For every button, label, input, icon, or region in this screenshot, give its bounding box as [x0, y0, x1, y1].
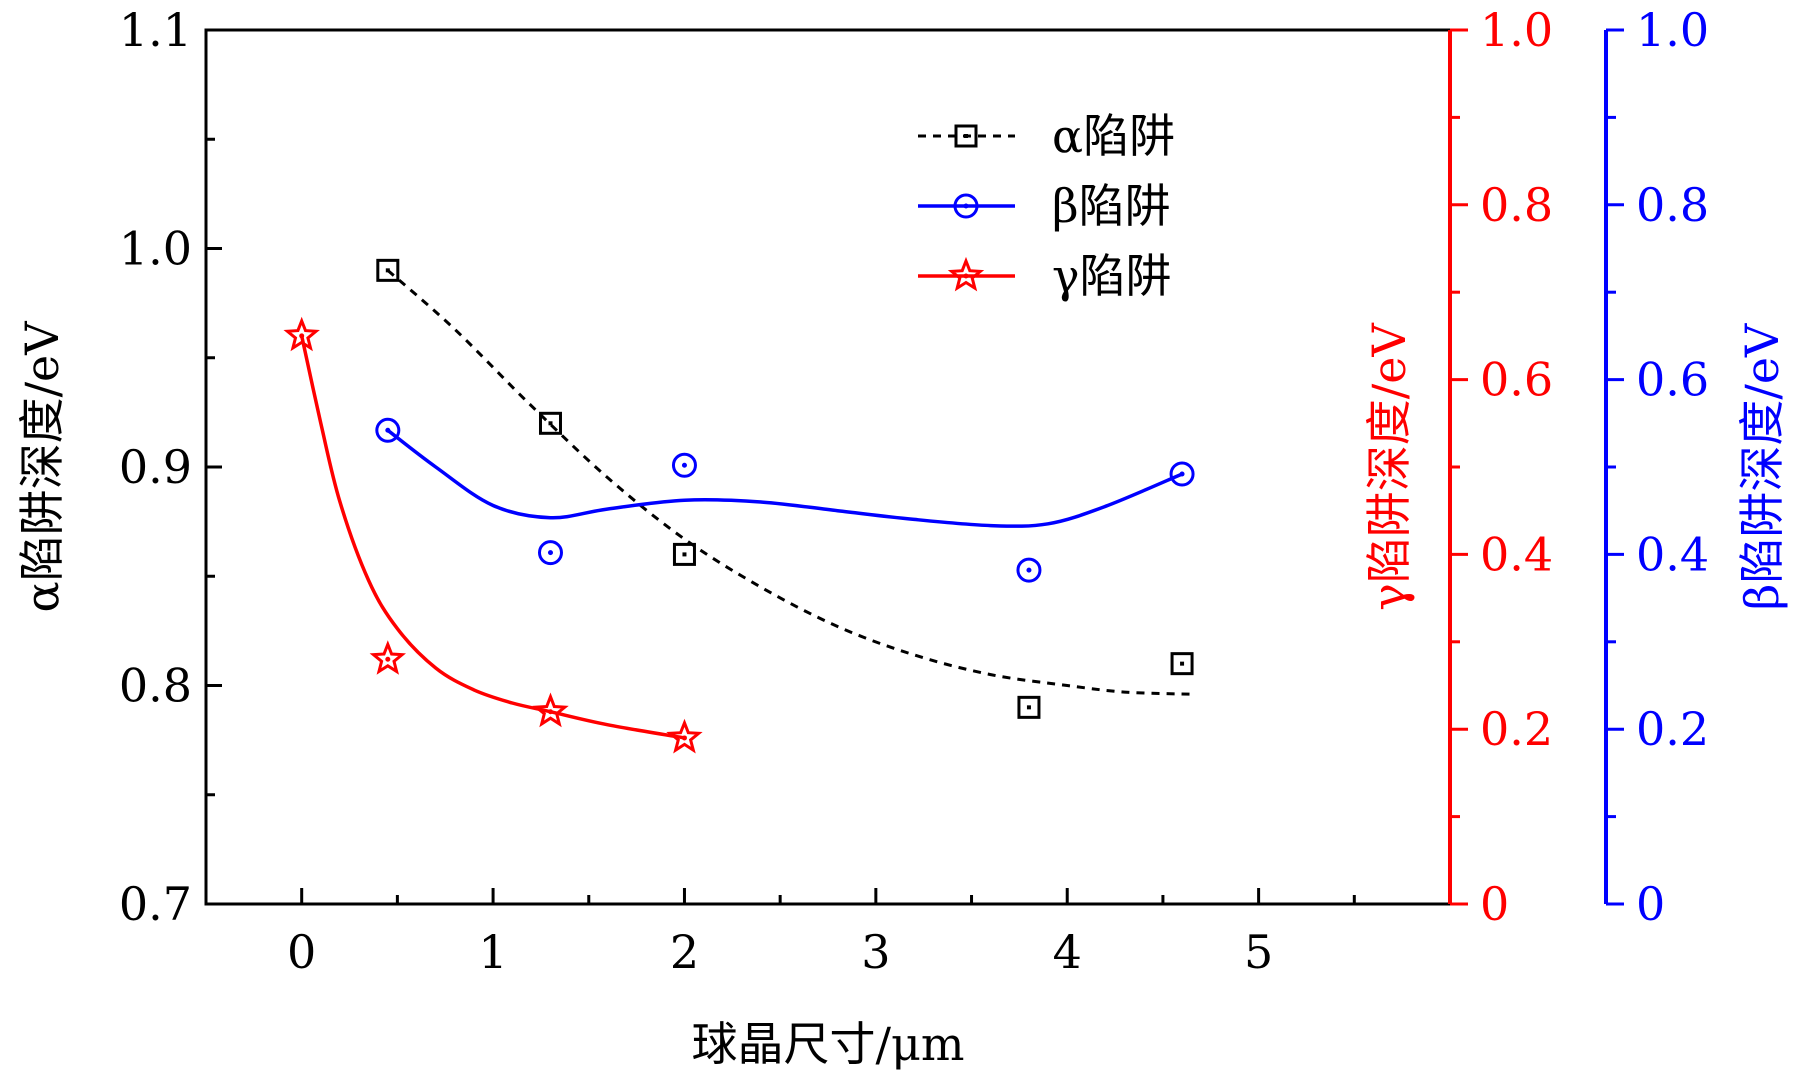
bottom-tick-label: 4 — [1053, 925, 1082, 979]
data-point-gamma-center — [547, 709, 553, 715]
right-tick-label: 1.0 — [1636, 3, 1709, 57]
bottom-tick-label: 2 — [670, 925, 699, 979]
right-tick-label: 0 — [1480, 877, 1509, 931]
legend-marker-gamma — [947, 256, 985, 292]
series-beta — [375, 417, 1195, 583]
right-tick-label: 0.8 — [1636, 178, 1709, 232]
data-point-alpha — [672, 542, 696, 566]
legend-label-beta: β陷阱 — [1052, 179, 1171, 233]
series-layer — [283, 258, 1195, 754]
legend: α陷阱 β陷阱 γ陷阱 — [918, 109, 1175, 303]
bottom-axis-ticks: 0 1 2 3 4 5 — [287, 888, 1356, 979]
bottom-tick-label: 0 — [287, 925, 316, 979]
blue-axis-title: β陷阱深度/eV — [1735, 323, 1789, 610]
data-point-alpha-center — [1026, 705, 1031, 710]
data-point-alpha — [538, 411, 562, 435]
legend-marker-beta-center — [963, 203, 969, 209]
data-point-beta-center — [385, 427, 391, 433]
right-tick-label: 0.4 — [1636, 527, 1709, 581]
data-point-beta — [1016, 557, 1042, 583]
right-tick-label: 1.0 — [1480, 3, 1553, 57]
left-tick-label: 1.1 — [119, 3, 192, 57]
legend-label-alpha: α陷阱 — [1052, 109, 1175, 163]
data-point-gamma-center — [299, 333, 305, 339]
left-tick-label: 0.7 — [119, 877, 192, 931]
bottom-tick-label: 5 — [1244, 925, 1273, 979]
data-point-beta — [1169, 461, 1195, 487]
data-point-alpha — [376, 258, 400, 282]
data-point-gamma-center — [681, 735, 687, 741]
right-tick-label: 0.2 — [1636, 702, 1709, 756]
legend-marker-alpha-center — [964, 134, 968, 138]
right-tick-label: 0.8 — [1480, 178, 1553, 232]
data-point-beta-center — [1179, 471, 1185, 477]
left-axis-title: α陷阱深度/eV — [15, 321, 69, 613]
data-point-alpha — [1170, 652, 1194, 676]
data-point-beta-center — [681, 462, 687, 468]
data-point-gamma — [666, 718, 703, 754]
data-point-beta — [671, 452, 697, 478]
data-point-alpha-center — [385, 268, 390, 273]
fit-line-gamma — [299, 335, 685, 740]
data-point-gamma — [283, 316, 320, 352]
legend-marker-alpha — [954, 124, 978, 148]
legend-marker-gamma-center — [963, 273, 969, 279]
legend-marker-beta — [953, 193, 979, 219]
data-point-alpha-center — [682, 552, 687, 557]
data-point-beta-center — [1026, 567, 1032, 573]
fit-line-alpha — [386, 269, 1192, 696]
red-axis-title: γ陷阱深度/eV — [1362, 323, 1416, 611]
series-alpha — [376, 258, 1194, 719]
data-point-gamma-center — [385, 656, 391, 662]
x-axis-title: 球晶尺寸/μm — [691, 1017, 964, 1071]
left-axis-ticks: 0.7 0.8 0.9 1.0 1.1 — [119, 3, 222, 931]
right-tick-label: 0.2 — [1480, 702, 1553, 756]
data-point-alpha-center — [548, 421, 553, 426]
right-tick-label: 0.4 — [1480, 527, 1553, 581]
bottom-tick-label: 3 — [861, 925, 890, 979]
data-point-alpha — [1017, 695, 1041, 719]
plot-frame — [204, 28, 1452, 906]
data-point-beta — [375, 417, 401, 443]
left-tick-label: 1.0 — [119, 222, 192, 276]
bottom-tick-label: 1 — [478, 925, 507, 979]
right-tick-label: 0.6 — [1636, 353, 1709, 407]
left-tick-label: 0.9 — [119, 440, 192, 494]
right-tick-label: 0.6 — [1480, 353, 1553, 407]
legend-label-gamma: γ陷阱 — [1052, 249, 1172, 303]
blue-axis-ticks: 0 0.2 0.4 0.6 0.8 1.0 — [1606, 3, 1709, 931]
right-tick-label: 0 — [1636, 877, 1665, 931]
data-point-gamma — [369, 640, 407, 675]
fit-line-beta — [386, 428, 1183, 528]
data-point-beta — [537, 540, 563, 566]
red-axis-ticks: 0 0.2 0.4 0.6 0.8 1.0 — [1450, 3, 1553, 931]
data-point-beta-center — [547, 550, 553, 556]
left-tick-label: 0.8 — [119, 659, 192, 713]
data-point-gamma — [532, 692, 569, 728]
series-gamma — [283, 316, 703, 754]
data-point-alpha-center — [1180, 661, 1185, 666]
